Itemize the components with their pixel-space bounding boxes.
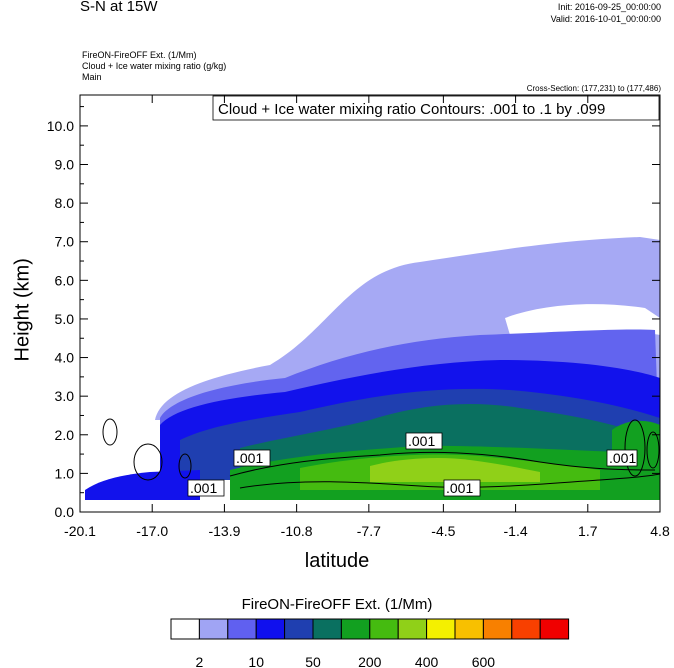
x-tick-label: 4.8 (650, 523, 670, 539)
colorbar-swatch (284, 618, 314, 640)
y-tick-label: 9.0 (55, 157, 75, 173)
colorbar-label: 600 (472, 654, 496, 668)
shade-yellowgreen (370, 458, 540, 482)
contour-loop (178, 453, 192, 479)
colorbar-swatch (312, 618, 342, 640)
chart-title: Cloud + Ice water mixing ratio Contours:… (218, 101, 605, 118)
contour-label: .001 (446, 480, 473, 496)
x-tick-label: -17.0 (136, 523, 168, 539)
cross-section-label: Cross-Section: (177,231) to (177,486) (526, 84, 661, 93)
colorbar-swatch (426, 618, 456, 640)
contour-loop (624, 419, 646, 477)
y-tick-label: 4.0 (55, 350, 75, 366)
colorbar-swatch (340, 618, 371, 640)
contour-label-box (187, 479, 225, 497)
y-tick-label: 7.0 (55, 234, 75, 250)
y-tick-label: 6.0 (55, 272, 75, 288)
valid-time: Valid: 2016-10-01_00:00:00 (550, 14, 661, 24)
field-label-3: Main (82, 72, 102, 82)
contour-loop (646, 431, 660, 469)
filled-field: .001 .001 .001 .001 .001 (85, 237, 660, 500)
low-blue-patch (85, 470, 200, 500)
y-tick-label: 1.0 (55, 465, 75, 481)
contour-label-box (405, 432, 443, 450)
x-tick-label: -10.8 (281, 523, 313, 539)
contour-label: .001 (236, 450, 263, 466)
colorbar-swatch (255, 618, 286, 640)
colorbar-swatch (227, 618, 257, 640)
colorbar-label: 10 (248, 654, 264, 668)
y-tick-label: 5.0 (55, 311, 75, 327)
colorbar-swatch (539, 618, 570, 640)
colorbar-swatch (397, 618, 428, 640)
contour-label: .001 (190, 480, 217, 496)
colorbar-label: 50 (305, 654, 321, 668)
colorbar-swatch (369, 618, 399, 640)
contour-line (229, 451, 656, 477)
contour-label-box (443, 479, 481, 497)
init-time: Init: 2016-09-25_00:00:00 (557, 2, 661, 12)
colorbar-swatch (170, 618, 200, 640)
y-tick-label: 8.0 (55, 195, 75, 211)
contour-loop (133, 443, 163, 481)
x-tick-label: 1.7 (578, 523, 598, 539)
y-tick-label: 3.0 (55, 388, 75, 404)
cloud-gap (505, 304, 660, 335)
contour-label-box (233, 449, 271, 467)
y-tick-label: 0.0 (55, 504, 75, 520)
y-tick-label: 2.0 (55, 427, 75, 443)
contour-label: .001 (408, 433, 435, 449)
y-tick-label: 10.0 (47, 118, 74, 134)
x-tick-label: -20.1 (64, 523, 96, 539)
field-label-2: Cloud + Ice water mixing ratio (g/kg) (82, 61, 227, 71)
y-axis-label: Height (km) (11, 258, 34, 362)
x-tick-label: -7.7 (357, 523, 381, 539)
colorbar-title: FireON-FireOFF Ext. (1/Mm) (241, 596, 433, 613)
x-axis: -20.1 -17.0 -13.9 -10.8 -7.7 -4.5 -1.4 1.7 4.8 (64, 95, 670, 539)
colorbar-swatch (482, 618, 513, 640)
field-label-1: FireON-FireOFF Ext. (1/Mm) (82, 50, 197, 60)
colorbar: 2 10 50 200 400 600 (170, 618, 570, 668)
x-tick-label: -4.5 (431, 523, 455, 539)
colorbar-label: 2 (196, 654, 204, 668)
colorbar-swatch (511, 618, 541, 640)
plot-frame (79, 94, 661, 513)
colorbar-swatch (198, 618, 229, 640)
colorbar-label: 200 (358, 654, 382, 668)
x-tick-label: -1.4 (504, 523, 528, 539)
contour-loop (102, 418, 118, 446)
x-tick-label: -13.9 (208, 523, 240, 539)
colorbar-swatch (454, 618, 484, 640)
page-title: S-N at 15W (80, 0, 158, 15)
x-axis-label: latitude (304, 550, 370, 572)
contour-label: .001 (609, 450, 636, 466)
colorbar-label: 400 (415, 654, 439, 668)
contour-info-box (212, 95, 660, 121)
contour-label-box (606, 449, 638, 467)
y-axis: 0.0 1.0 2.0 3.0 4.0 5.0 6.0 7.0 8.0 9.0 10.0 (47, 106, 660, 520)
